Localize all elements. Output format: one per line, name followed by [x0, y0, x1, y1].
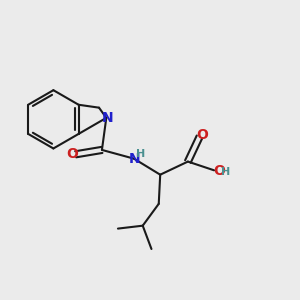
Text: H: H	[221, 167, 230, 177]
Text: O: O	[66, 147, 78, 161]
Text: O: O	[213, 164, 225, 178]
Text: O: O	[196, 128, 208, 142]
Text: N: N	[101, 111, 113, 125]
Text: H: H	[136, 149, 146, 159]
Text: N: N	[129, 152, 141, 166]
